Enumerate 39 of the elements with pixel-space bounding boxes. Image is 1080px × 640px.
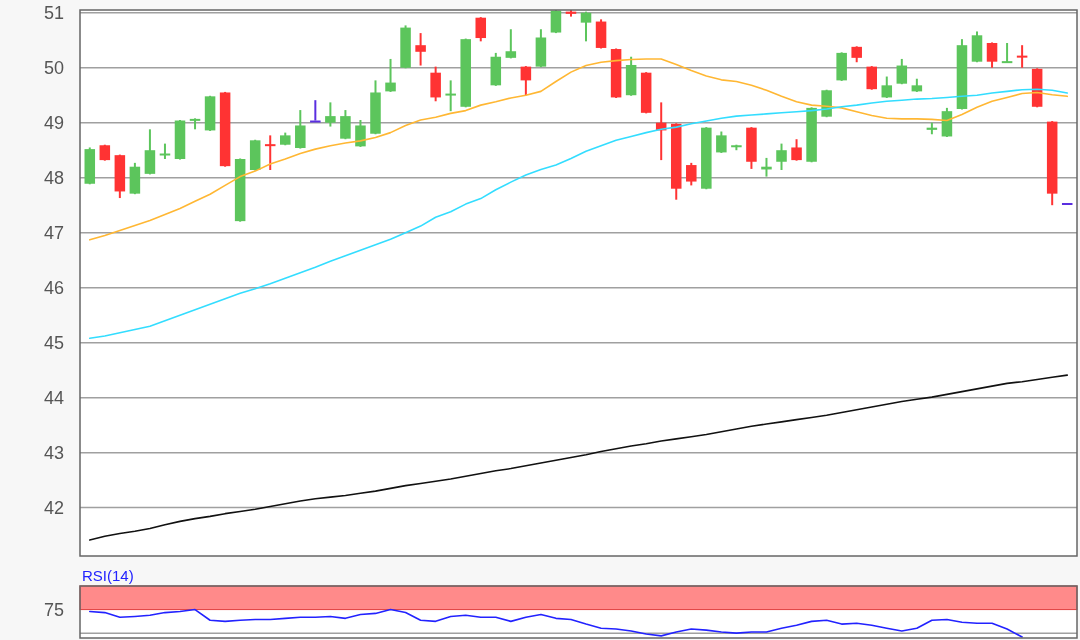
line-series (88, 374, 1069, 541)
candlestick (295, 109, 306, 150)
candlestick (415, 32, 426, 67)
candlestick (580, 10, 592, 43)
y-tick-label: 51 (43, 3, 64, 24)
text: 75 (43, 599, 64, 620)
y-tick-label: 47 (43, 222, 64, 243)
candlestick (986, 41, 998, 69)
candlestick (385, 57, 396, 93)
candlestick (144, 128, 156, 176)
candlestick (445, 79, 456, 113)
candlestick (310, 99, 321, 123)
line-series (88, 58, 1069, 241)
candlestick (1001, 41, 1013, 64)
line-series (88, 88, 1069, 340)
y-tick-label: 45 (43, 332, 64, 353)
candlestick (776, 142, 787, 172)
candlestick (325, 101, 336, 128)
y-tick-label: 50 (43, 58, 64, 79)
candlestick (686, 161, 697, 187)
candlestick (264, 134, 276, 172)
candlestick (475, 16, 487, 43)
candlestick (340, 109, 351, 141)
y-tick-label: 42 (43, 497, 64, 518)
candlestick (791, 138, 802, 162)
y-tick-label: 44 (43, 387, 64, 408)
y-tick-label: 48 (43, 168, 64, 188)
candlestick (716, 130, 727, 154)
candlestick (866, 65, 877, 91)
candlestick (896, 57, 908, 86)
candlestick (355, 118, 366, 148)
candlestick (881, 75, 893, 99)
candlestick (1016, 44, 1028, 69)
chart-title: RSI(14) (82, 567, 134, 584)
candlestick (520, 65, 532, 97)
y-tick-label: 46 (43, 277, 64, 298)
y-tick-label: 49 (43, 113, 64, 134)
candlestick (505, 28, 517, 60)
y-tick-label: 43 (43, 442, 64, 463)
